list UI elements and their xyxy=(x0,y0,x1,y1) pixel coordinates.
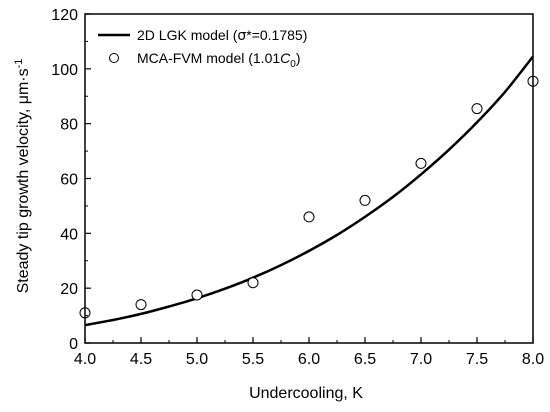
x-tick-label: 5.0 xyxy=(186,351,208,368)
mca-fvm-data-point xyxy=(471,103,483,115)
x-tick-label: 4.0 xyxy=(74,351,96,368)
legend-label-mca: MCA-FVM model (1.01C0) xyxy=(137,50,301,70)
x-axis-title: Undercooling, K xyxy=(249,385,363,402)
x-tick-label: 4.5 xyxy=(130,351,152,368)
mca-fvm-data-point xyxy=(303,211,315,223)
x-tick-label: 6.5 xyxy=(354,351,376,368)
x-tick-label: 5.5 xyxy=(242,351,264,368)
y-axis-title: Steady tip growth velocity, μm·s-1 xyxy=(13,59,32,294)
y-tick-label: 80 xyxy=(60,117,78,134)
y-tick-label: 40 xyxy=(60,226,78,243)
plot-layer: 4.0 4.5 5.0 5.5 6.0 6.5 7.0 7.5 8.0 0 20 40 60 80 100 1… xyxy=(51,7,544,368)
mca-fvm-data-point xyxy=(247,277,259,289)
mca-fvm-data-point xyxy=(135,299,147,311)
legend-marker-swatch xyxy=(109,53,119,63)
y-tick-label: 100 xyxy=(51,62,78,79)
legend-label-lgk: 2D LGK model (σ*=0.1785) xyxy=(137,27,307,44)
x-tick-label: 7.0 xyxy=(410,351,432,368)
y-tick-label: 0 xyxy=(69,336,78,353)
y-tick-label: 60 xyxy=(60,172,78,189)
x-tick-label: 6.0 xyxy=(298,351,320,368)
x-tick-label: 7.5 xyxy=(466,351,488,368)
y-tick-label: 20 xyxy=(60,281,78,298)
mca-fvm-data-point xyxy=(415,157,427,169)
legend: 2D LGK model (σ*=0.1785) MCA-FVM model (… xyxy=(98,27,307,70)
y-tick-label: 120 xyxy=(51,7,78,24)
mca-fvm-data-point xyxy=(359,194,371,206)
x-tick-label: 8.0 xyxy=(522,351,544,368)
lgk-model-curve xyxy=(85,55,533,327)
mca-fvm-data-point xyxy=(191,289,203,301)
